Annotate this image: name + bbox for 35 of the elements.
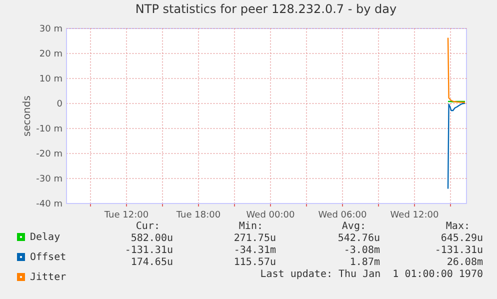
y-tick-label: 0 <box>56 100 63 110</box>
text: Last update: Thu Jan 1 01:00:00 1970 <box>260 269 483 281</box>
legend-label: Jitter <box>30 272 66 283</box>
text: -3.08m <box>344 245 380 257</box>
x-tick-label: Wed 06:00 <box>318 210 367 220</box>
text: 271.75u <box>234 233 276 245</box>
x-tick-label: Wed 00:00 <box>246 210 295 220</box>
text: -34.31m <box>234 245 276 257</box>
legend-label: Delay <box>30 232 60 243</box>
y-tick-label: -20 m <box>36 150 62 160</box>
text: 645.29u <box>440 233 483 245</box>
text: Avg: <box>342 221 366 233</box>
legend-label: Offset <box>30 252 66 263</box>
chart-title: NTP statistics for peer 128.232.0.7 - by day <box>135 2 397 16</box>
y-tick-label: 20 m <box>39 50 62 60</box>
y-axis-title: seconds <box>22 96 34 136</box>
text: 26.08m <box>446 257 483 269</box>
text: 582.00u <box>130 233 173 245</box>
text: 174.65u <box>130 257 173 269</box>
y-tick-label: 30 m <box>39 24 62 34</box>
y-tick-label: -30 m <box>36 174 62 184</box>
x-tick-label: Wed 12:00 <box>390 210 439 220</box>
x-tick-label: Tue 12:00 <box>103 210 149 220</box>
text: Cur: <box>136 221 160 233</box>
y-tick-label: 10 m <box>39 74 62 84</box>
x-tick-label: Tue 18:00 <box>175 210 221 220</box>
text: Max: <box>446 221 470 233</box>
text: 542.76u <box>338 233 380 245</box>
text: Min: <box>238 221 263 233</box>
text: 1.87m <box>350 257 380 269</box>
text: -131.31u <box>124 245 173 257</box>
text: -131.31u <box>434 245 483 257</box>
text: 115.57u <box>234 257 276 269</box>
y-tick-label: -10 m <box>36 124 62 134</box>
y-tick-label: -40 m <box>36 200 62 210</box>
